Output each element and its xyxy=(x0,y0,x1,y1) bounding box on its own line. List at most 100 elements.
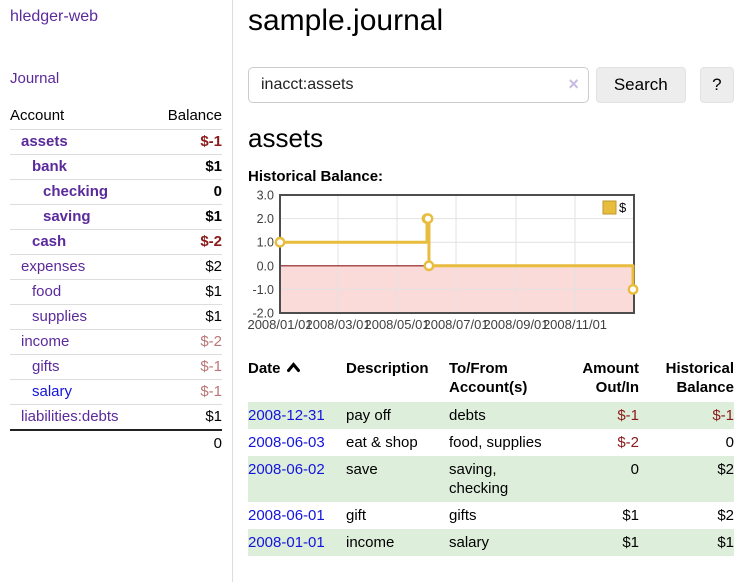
transaction-amount: $-2 xyxy=(617,434,639,452)
account-row: cash $-2 xyxy=(10,229,222,255)
column-header-accounts: To/From Account(s) xyxy=(449,360,528,397)
x-axis-tick-label: 2008/09/01 xyxy=(483,317,548,332)
x-axis-tick-label: 2008/11/01 xyxy=(543,317,607,332)
accounts-body: assets $-1 bank $1 checking 0 saving $1 cash $-2 e… xyxy=(10,129,222,431)
transaction-row: 2008-06-02 save saving, checking 0 $2 xyxy=(248,456,734,503)
y-axis-tick-label: -1.0 xyxy=(252,283,274,297)
transactions-body: 2008-12-31 pay off debts $-1 $-1 2008-06-03 ea… xyxy=(248,402,734,557)
account-link[interactable]: food xyxy=(32,283,62,300)
sort-ascending-icon xyxy=(286,359,300,378)
y-axis-tick-label: -2.0 xyxy=(252,307,274,321)
transaction-date-link[interactable]: 2008-01-01 xyxy=(248,534,325,552)
account-row: assets $-1 xyxy=(10,129,222,155)
account-row: checking 0 xyxy=(10,179,222,205)
clear-search-icon[interactable]: × xyxy=(568,73,579,94)
chart-data-point-marker xyxy=(422,213,434,225)
account-balance: $1 xyxy=(205,408,222,425)
transaction-date-link[interactable]: 2008-06-01 xyxy=(248,507,325,525)
search-input-wrap: × xyxy=(248,66,589,103)
account-balance: $2 xyxy=(205,258,222,275)
account-balance: $-1 xyxy=(200,358,222,375)
transaction-balance: $2 xyxy=(717,507,734,525)
transaction-date-link[interactable]: 2008-06-02 xyxy=(248,461,325,479)
transaction-row: 2008-06-03 eat & shop food, supplies $-2 0 xyxy=(248,429,734,456)
account-link[interactable]: assets xyxy=(21,133,68,150)
search-input[interactable] xyxy=(248,66,589,103)
account-row: salary $-1 xyxy=(10,379,222,405)
accounts-total-value: 0 xyxy=(213,435,222,452)
accounts-table: Account Balance assets $-1 bank $1 checking 0… xyxy=(10,103,222,457)
page-title: sample.journal xyxy=(248,4,444,37)
account-link[interactable]: saving xyxy=(43,208,91,225)
chart-container: $3.0 2.0 1.0 0.0 -1.0 -2.0 2008/01/01 2008/03/0… xyxy=(247,189,640,335)
chart-data-point-marker xyxy=(627,284,639,296)
transaction-accounts: debts xyxy=(449,402,551,430)
account-link[interactable]: income xyxy=(21,333,70,350)
account-link[interactable]: checking xyxy=(43,183,109,200)
account-row: income $-2 xyxy=(10,329,222,355)
transaction-amount: $1 xyxy=(551,529,639,557)
historical-balance-chart[interactable]: $3.0 2.0 1.0 0.0 -1.0 -2.02008/01/012008/03/0… xyxy=(247,189,640,335)
account-link[interactable]: cash xyxy=(32,233,67,250)
account-balance: $-1 xyxy=(200,383,222,400)
account-balance: $1 xyxy=(205,208,222,225)
legend-label: $ xyxy=(619,200,627,215)
transaction-description: pay off xyxy=(346,402,449,430)
transactions-header-row: Date Description To/From Account(s) Amou… xyxy=(248,357,734,402)
column-header-amount: Amount Out/In xyxy=(582,360,639,397)
transaction-balance: 0 xyxy=(725,434,734,452)
chart-title: Historical Balance: xyxy=(248,168,384,186)
transaction-row: 2008-12-31 pay off debts $-1 $-1 xyxy=(248,402,734,430)
account-balance: $1 xyxy=(205,158,222,175)
y-axis-tick-label: 0.0 xyxy=(257,260,274,274)
chart-plot-border xyxy=(279,194,635,315)
chart-data-point-marker xyxy=(423,260,435,272)
account-link[interactable]: expenses xyxy=(21,258,86,275)
account-row: saving $1 xyxy=(10,204,222,230)
sidebar-item-journal[interactable]: Journal xyxy=(10,70,60,87)
main-content: sample.journal × Search ? assets Histori… xyxy=(233,0,742,582)
transaction-description: eat & shop xyxy=(346,434,418,452)
transaction-balance: $2 xyxy=(639,456,734,503)
search-form: × Search ? xyxy=(248,66,734,103)
account-link[interactable]: bank xyxy=(32,158,68,175)
column-header-balance: Historical Balance xyxy=(665,360,734,397)
transaction-balance: $1 xyxy=(639,529,734,557)
account-heading: assets xyxy=(248,122,324,153)
account-link[interactable]: salary xyxy=(32,383,73,400)
account-balance: $1 xyxy=(205,308,222,325)
account-balance: 0 xyxy=(213,183,222,200)
account-balance: $-1 xyxy=(200,133,222,150)
account-row: bank $1 xyxy=(10,154,222,180)
account-link[interactable]: liabilities:debts xyxy=(21,408,119,425)
transaction-description: gift xyxy=(346,507,367,525)
transaction-date-link[interactable]: 2008-06-03 xyxy=(248,434,325,452)
accounts-header-account: Account xyxy=(10,107,65,124)
transaction-accounts: saving, checking xyxy=(449,456,551,503)
help-button[interactable]: ? xyxy=(699,66,734,103)
search-button[interactable]: Search xyxy=(595,66,686,103)
column-header-date[interactable]: Date xyxy=(248,357,346,402)
transaction-date-link[interactable]: 2008-12-31 xyxy=(248,407,325,425)
account-row: expenses $2 xyxy=(10,254,222,280)
y-axis-tick-label: 2.0 xyxy=(257,212,274,226)
x-axis-tick-label: 2008/07/01 xyxy=(423,317,488,332)
column-header-description: Description xyxy=(346,360,429,378)
account-link[interactable]: gifts xyxy=(32,358,60,375)
account-row: gifts $-1 xyxy=(10,354,222,380)
transaction-description: save xyxy=(346,456,449,503)
app-title-link[interactable]: hledger-web xyxy=(10,8,99,25)
sidebar: hledger-web Journal Account Balance asse… xyxy=(0,0,233,582)
y-axis-tick-label: 1.0 xyxy=(257,236,274,250)
accounts-header-row: Account Balance xyxy=(10,103,222,130)
transaction-description: income xyxy=(346,529,449,557)
x-axis-tick-label: 2008/01/01 xyxy=(247,317,312,332)
x-axis-tick-label: 2008/05/01 xyxy=(364,317,429,332)
transaction-accounts: salary xyxy=(449,529,551,557)
accounts-header-balance: Balance xyxy=(167,107,222,124)
legend-swatch xyxy=(602,200,617,215)
transaction-amount: 0 xyxy=(551,456,639,503)
account-row: supplies $1 xyxy=(10,304,222,330)
account-balance: $-2 xyxy=(200,333,222,350)
account-link[interactable]: supplies xyxy=(32,308,88,325)
